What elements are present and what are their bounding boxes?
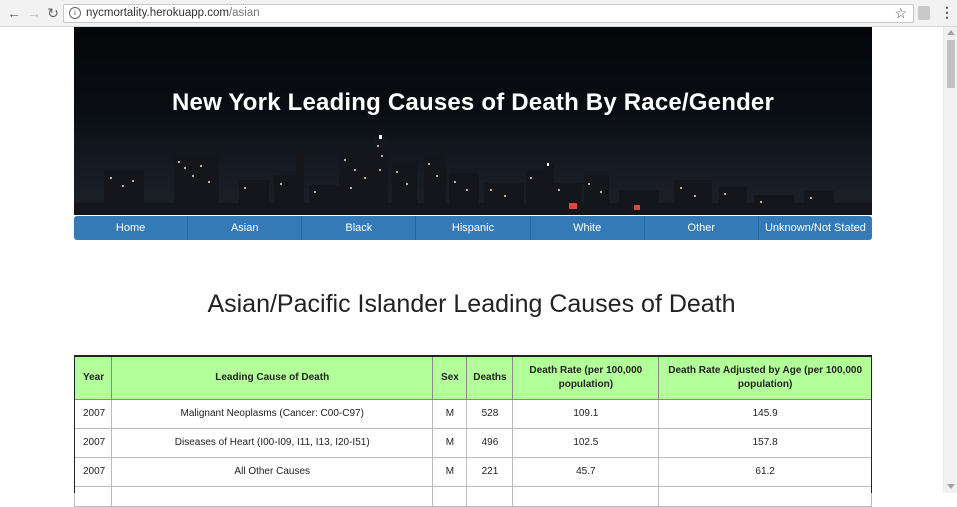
extension-icon[interactable] [918, 6, 930, 20]
cell-cause: All Other Causes [110, 456, 434, 487]
cell-death-rate: 45.7 [512, 456, 660, 487]
cell-year: 2007 [74, 427, 112, 458]
column-header-cause[interactable]: Leading Cause of Death [110, 355, 434, 400]
nav-item-home[interactable]: Home [74, 216, 189, 240]
cell-deaths: 528 [466, 398, 514, 429]
cell-sex: M [432, 456, 468, 487]
cell-deaths: 221 [466, 456, 514, 487]
site-title: New York Leading Causes of Death By Race… [171, 89, 775, 116]
column-header-adjusted-rate[interactable]: Death Rate Adjusted by Age (per 100,000 … [658, 355, 872, 400]
table-row [74, 485, 872, 507]
table-row: 2007 Diseases of Heart (I00-I09, I11, I1… [74, 427, 872, 458]
cell-cause: Diseases of Heart (I00-I09, I11, I13, I2… [110, 427, 434, 458]
page-scrollbar[interactable] [943, 27, 957, 493]
browser-menu-icon[interactable]: ⋮ [940, 4, 954, 20]
site-info-icon[interactable]: i [69, 7, 81, 19]
cell-death-rate [512, 485, 660, 507]
url-text[interactable]: nycmortality.herokuapp.com/asian [86, 7, 260, 19]
cell-cause [110, 485, 434, 507]
nav-item-hispanic[interactable]: Hispanic [416, 216, 531, 240]
cell-adjusted-rate: 61.2 [658, 456, 872, 487]
scroll-up-arrow-icon[interactable] [947, 30, 955, 35]
scroll-down-arrow-icon[interactable] [947, 484, 955, 489]
cell-sex: M [432, 427, 468, 458]
cell-death-rate: 102.5 [512, 427, 660, 458]
main-nav: Home Asian Black Hispanic White Other Un… [74, 216, 872, 240]
bookmark-star-icon[interactable]: ☆ [894, 5, 907, 21]
header-banner: New York Leading Causes of Death By Race… [74, 27, 872, 215]
url-path: /asian [228, 7, 260, 19]
cell-sex: M [432, 398, 468, 429]
reload-icon[interactable]: ↻ [47, 5, 59, 21]
address-bar[interactable]: i nycmortality.herokuapp.com/asian ☆ [63, 4, 914, 23]
cell-adjusted-rate [658, 485, 872, 507]
forward-arrow-icon[interactable]: → [27, 5, 41, 21]
table-row: 2007 Malignant Neoplasms (Cancer: C00-C9… [74, 398, 872, 429]
cell-year: 2007 [74, 398, 112, 429]
causes-of-death-table: Year Leading Cause of Death Sex Deaths D… [74, 355, 872, 507]
column-header-death-rate[interactable]: Death Rate (per 100,000 population) [512, 355, 660, 400]
cell-deaths [466, 485, 514, 507]
cell-adjusted-rate: 157.8 [658, 427, 872, 458]
column-header-year[interactable]: Year [74, 355, 112, 400]
cell-death-rate: 109.1 [512, 398, 660, 429]
cell-sex [432, 485, 468, 507]
table-row: 2007 All Other Causes M 221 45.7 61.2 [74, 456, 872, 487]
cell-year [74, 485, 112, 507]
browser-toolbar: ← → ↻ i nycmortality.herokuapp.com/asian… [0, 0, 957, 27]
cell-cause: Malignant Neoplasms (Cancer: C00-C97) [110, 398, 434, 429]
back-arrow-icon[interactable]: ← [7, 5, 21, 21]
nav-item-other[interactable]: Other [645, 216, 759, 240]
page-title: Asian/Pacific Islander Leading Causes of… [207, 290, 736, 318]
url-host: nycmortality.herokuapp.com [86, 7, 229, 19]
nav-item-unknown[interactable]: Unknown/Not Stated [764, 222, 866, 234]
scrollbar-thumb[interactable] [947, 40, 955, 88]
column-header-sex[interactable]: Sex [432, 355, 468, 400]
table-header-row: Year Leading Cause of Death Sex Deaths D… [74, 355, 872, 400]
nav-item-black[interactable]: Black [302, 216, 417, 240]
column-header-deaths[interactable]: Deaths [466, 355, 514, 400]
city-skyline-image [74, 135, 872, 215]
cell-year: 2007 [74, 456, 112, 487]
nav-item-white[interactable]: White [531, 216, 645, 240]
nav-item-asian[interactable]: Asian [188, 216, 303, 240]
cell-adjusted-rate: 145.9 [658, 398, 872, 429]
cell-deaths: 496 [466, 427, 514, 458]
